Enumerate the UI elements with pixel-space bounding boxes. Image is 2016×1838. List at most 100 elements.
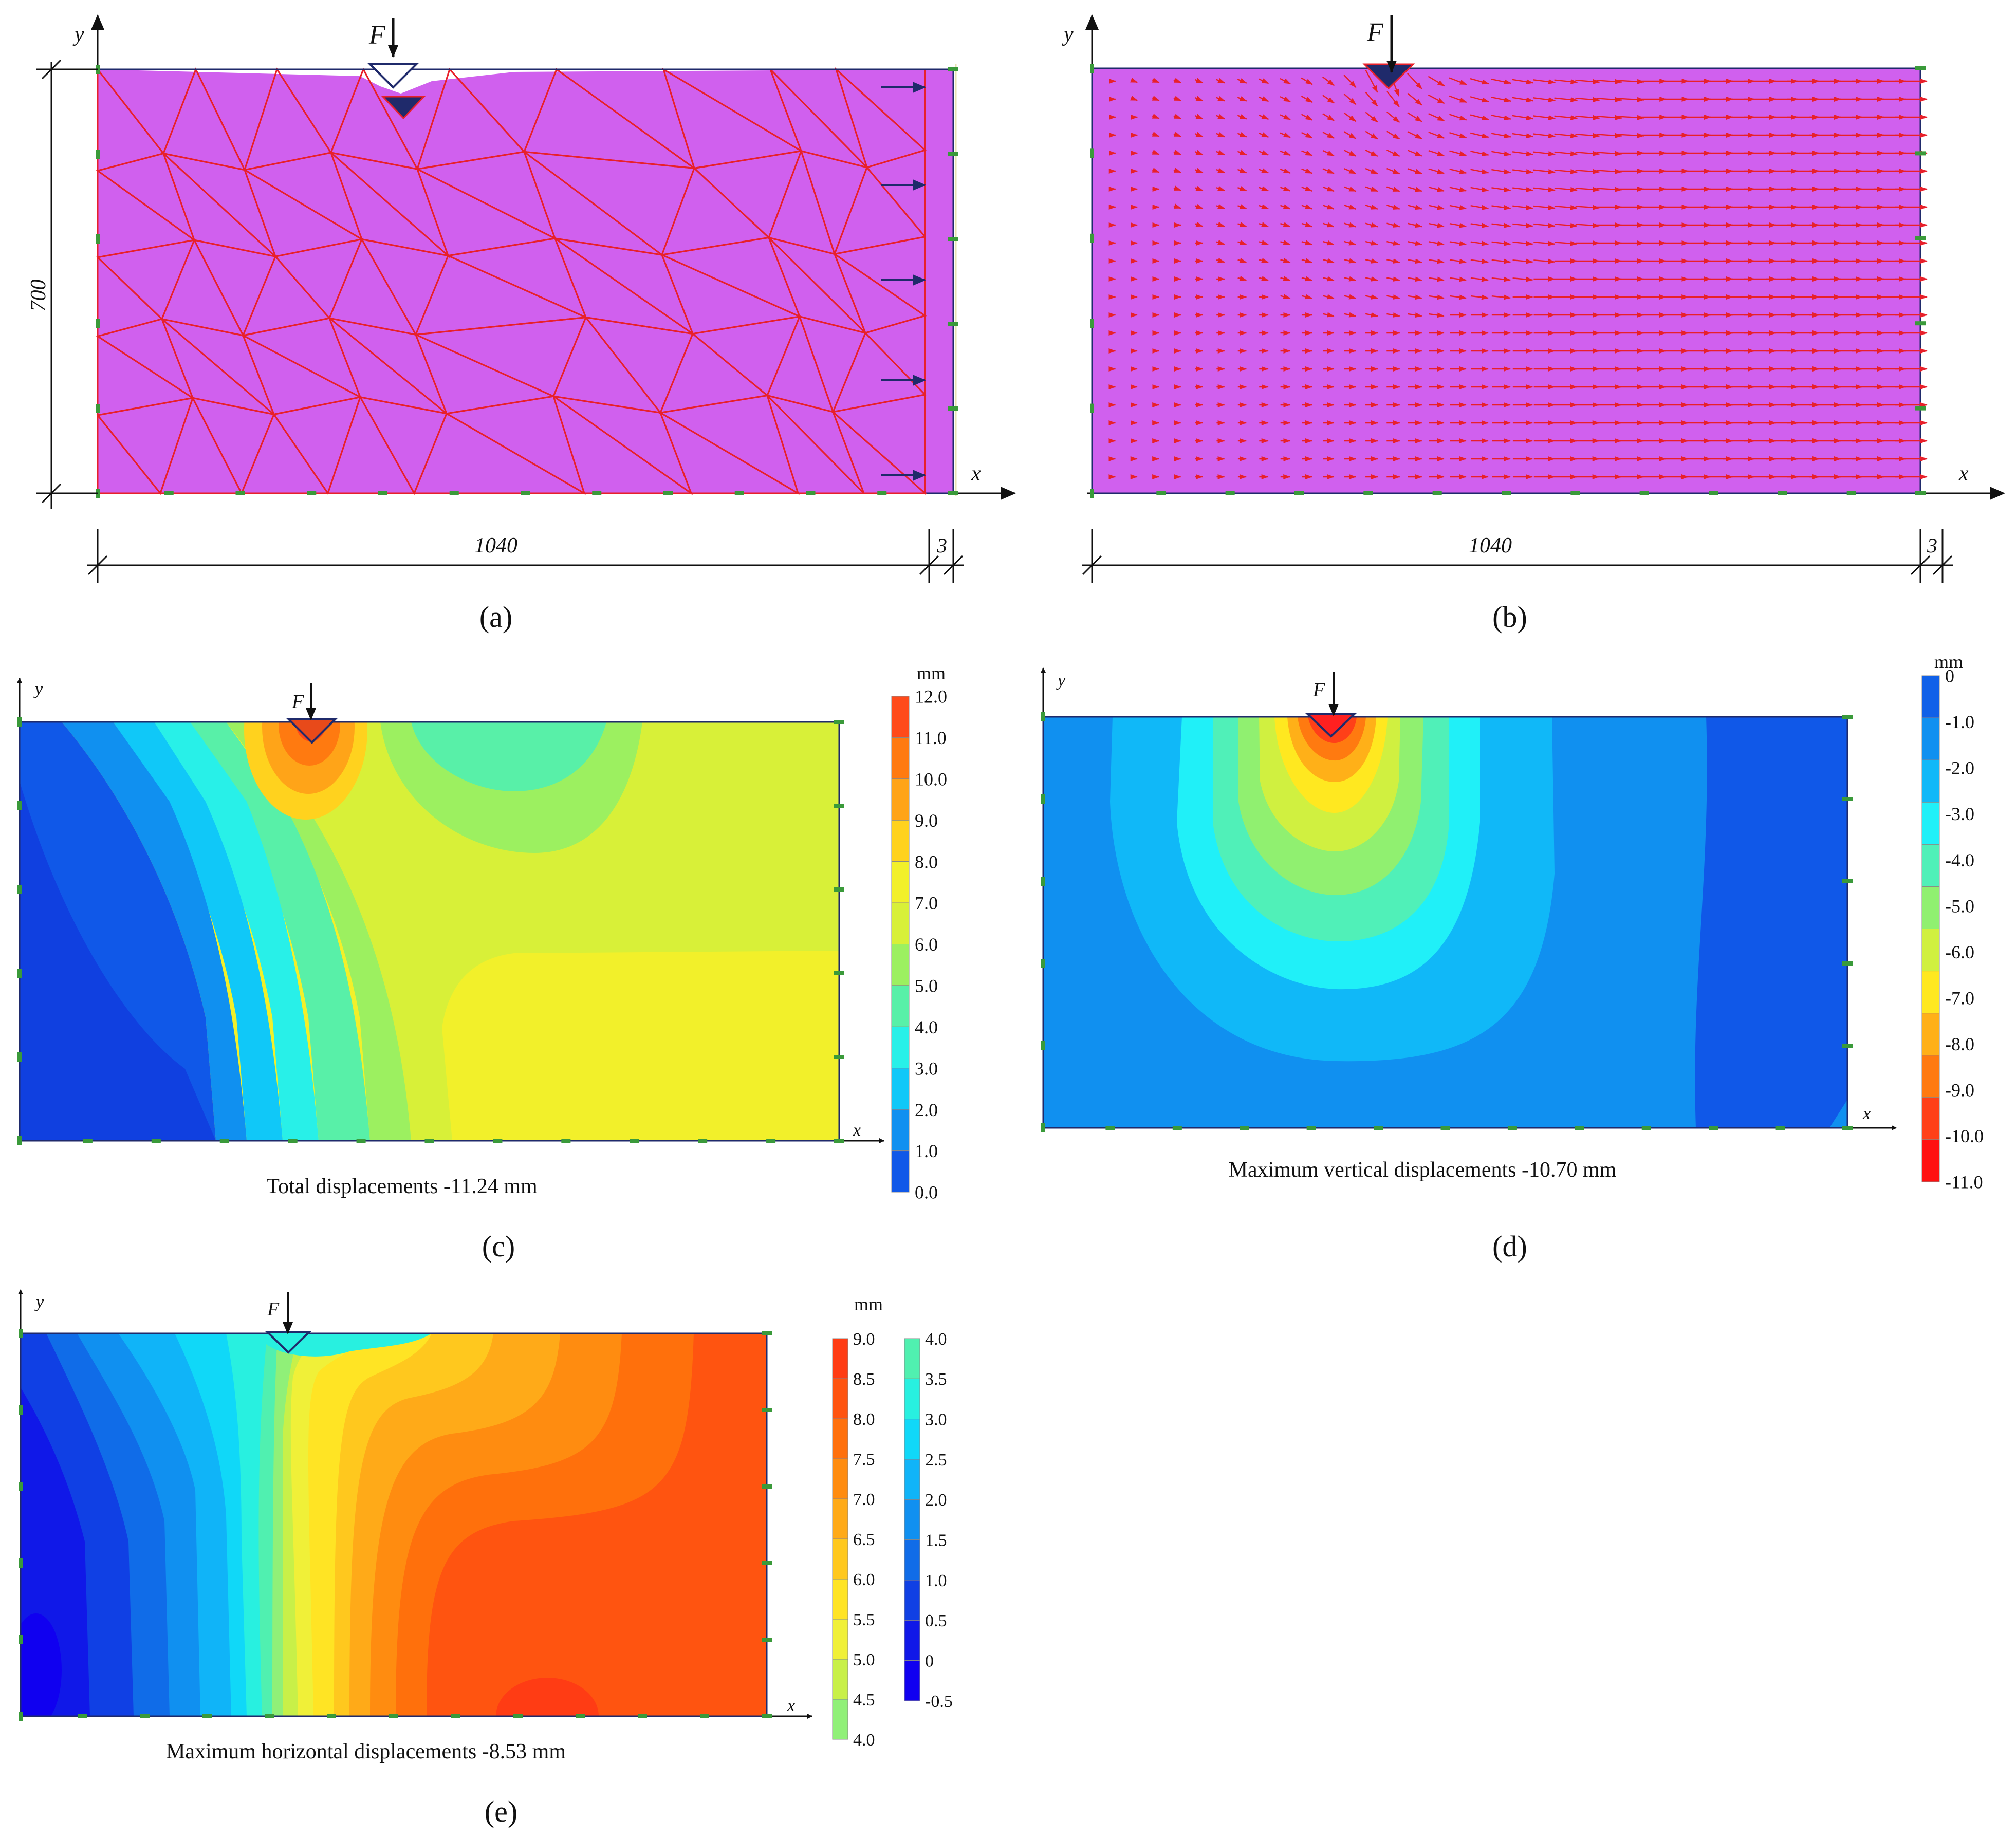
left-support xyxy=(1090,403,1094,413)
displacement-vector xyxy=(1323,312,1335,318)
displacement-vector xyxy=(1216,150,1226,156)
panel-d-y-axis-label: y xyxy=(1056,671,1066,690)
displacement-vector xyxy=(1322,222,1335,228)
displacement-vector xyxy=(1195,203,1204,209)
displacement-vector xyxy=(1152,168,1160,173)
displacement-vector xyxy=(1554,169,1578,174)
displacement-vector xyxy=(1365,258,1378,264)
displacement-vector xyxy=(1323,294,1335,300)
bottom-support xyxy=(1507,1126,1517,1130)
scale-label: -5.0 xyxy=(1945,896,1974,916)
displacement-vector xyxy=(1407,112,1422,122)
left-support xyxy=(1090,233,1094,243)
mesh-triangle xyxy=(659,411,801,494)
scale-label: 9.0 xyxy=(915,810,938,831)
displacement-vector xyxy=(1575,169,1600,174)
displacement-vector xyxy=(1322,168,1335,174)
panel-b: y x F 1040 3 (b) xyxy=(1062,14,2005,634)
left-support xyxy=(1041,1041,1045,1050)
bottom-support xyxy=(1639,491,1649,495)
bottom-support xyxy=(389,1714,398,1718)
left-support xyxy=(1090,148,1094,158)
displacement-vector xyxy=(1575,187,1600,192)
panel-a-x-axis-label: x xyxy=(971,462,981,486)
displacement-vector xyxy=(1449,114,1467,121)
displacement-vector xyxy=(1259,96,1269,102)
right-support xyxy=(834,971,844,975)
displacement-vector xyxy=(1216,257,1225,263)
displacement-vector xyxy=(1470,114,1489,121)
displacement-vector xyxy=(1237,96,1247,102)
scale-swatch xyxy=(832,1378,848,1419)
right-support xyxy=(948,67,958,71)
bottom-support xyxy=(1709,1126,1718,1130)
right-support xyxy=(762,1408,772,1412)
displacement-vector xyxy=(1491,240,1511,246)
scale-label: 0.5 xyxy=(925,1611,947,1630)
displacement-vector xyxy=(1575,222,1600,228)
displacement-vector xyxy=(1512,258,1533,264)
displacement-vector xyxy=(1533,240,1556,246)
displacement-vector xyxy=(1344,276,1357,282)
displacement-vector xyxy=(1195,132,1204,137)
displacement-vector xyxy=(1407,240,1422,246)
scale-label: -1.0 xyxy=(1945,712,1974,732)
displacement-vector xyxy=(1449,169,1467,174)
panel-a-push-arrows xyxy=(881,82,926,481)
displacement-vector xyxy=(1237,240,1247,245)
displacement-vector xyxy=(1216,132,1226,138)
panel-a-load: F xyxy=(367,18,426,120)
panel-a-force-label: F xyxy=(368,21,386,50)
displacement-vector xyxy=(1280,222,1291,228)
scale-label: 6.0 xyxy=(853,1570,875,1589)
scale-label: -11.0 xyxy=(1945,1172,1983,1193)
displacement-vector xyxy=(1216,96,1226,102)
panel-c: y x F mm 12.011.010.09.08. xyxy=(17,663,947,1263)
scale-label: 6.0 xyxy=(915,934,938,955)
displacement-vector xyxy=(1470,187,1489,192)
scale-swatch xyxy=(904,1539,920,1581)
panel-a-height-dimension xyxy=(36,59,98,509)
mesh-triangle xyxy=(326,395,416,494)
scale-label: 7.0 xyxy=(853,1490,875,1509)
bottom-support xyxy=(561,1139,571,1143)
displacement-vector xyxy=(1259,150,1269,156)
displacement-vector xyxy=(1301,132,1313,139)
bottom-support xyxy=(424,1139,434,1143)
displacement-vector xyxy=(1365,149,1378,157)
displacement-vector xyxy=(1491,187,1511,192)
panel-d-label: (d) xyxy=(1492,1230,1527,1263)
displacement-vector xyxy=(1237,203,1247,209)
displacement-vector xyxy=(1470,276,1489,282)
bottom-support xyxy=(1778,491,1787,495)
right-support xyxy=(1842,797,1853,801)
displacement-vector xyxy=(1195,221,1204,227)
displacement-vector xyxy=(1470,240,1489,246)
displacement-vector xyxy=(1322,150,1335,157)
displacement-vector xyxy=(1533,133,1556,138)
right-support xyxy=(834,804,844,808)
bottom-support xyxy=(83,1139,93,1143)
left-support xyxy=(19,1405,23,1415)
panel-b-supports xyxy=(1090,64,1926,498)
panel-c-x-axis-label: x xyxy=(853,1121,861,1140)
displacement-vector xyxy=(1386,222,1400,228)
scale-swatch xyxy=(832,1579,848,1620)
left-support xyxy=(96,234,100,244)
displacement-vector xyxy=(1449,95,1467,103)
panel-b-x-axis-label: x xyxy=(1958,462,1969,486)
scale-label: 11.0 xyxy=(915,728,947,748)
panel-d-x-axis-label: x xyxy=(1862,1104,1871,1123)
displacement-vector xyxy=(1280,276,1291,282)
displacement-vector xyxy=(1280,114,1291,120)
right-support xyxy=(762,1638,772,1642)
scale-label: -6.0 xyxy=(1945,942,1974,962)
scale-label: -2.0 xyxy=(1945,758,1974,778)
scale-label: 0 xyxy=(925,1652,934,1671)
scale-label: 4.5 xyxy=(853,1691,875,1710)
panel-c-caption: Total displacements -11.24 mm xyxy=(266,1175,538,1198)
displacement-vector xyxy=(1470,294,1489,300)
panel-a-load-plate xyxy=(367,63,419,89)
displacement-vector xyxy=(1512,115,1534,121)
scale-label: 3.5 xyxy=(925,1370,947,1389)
